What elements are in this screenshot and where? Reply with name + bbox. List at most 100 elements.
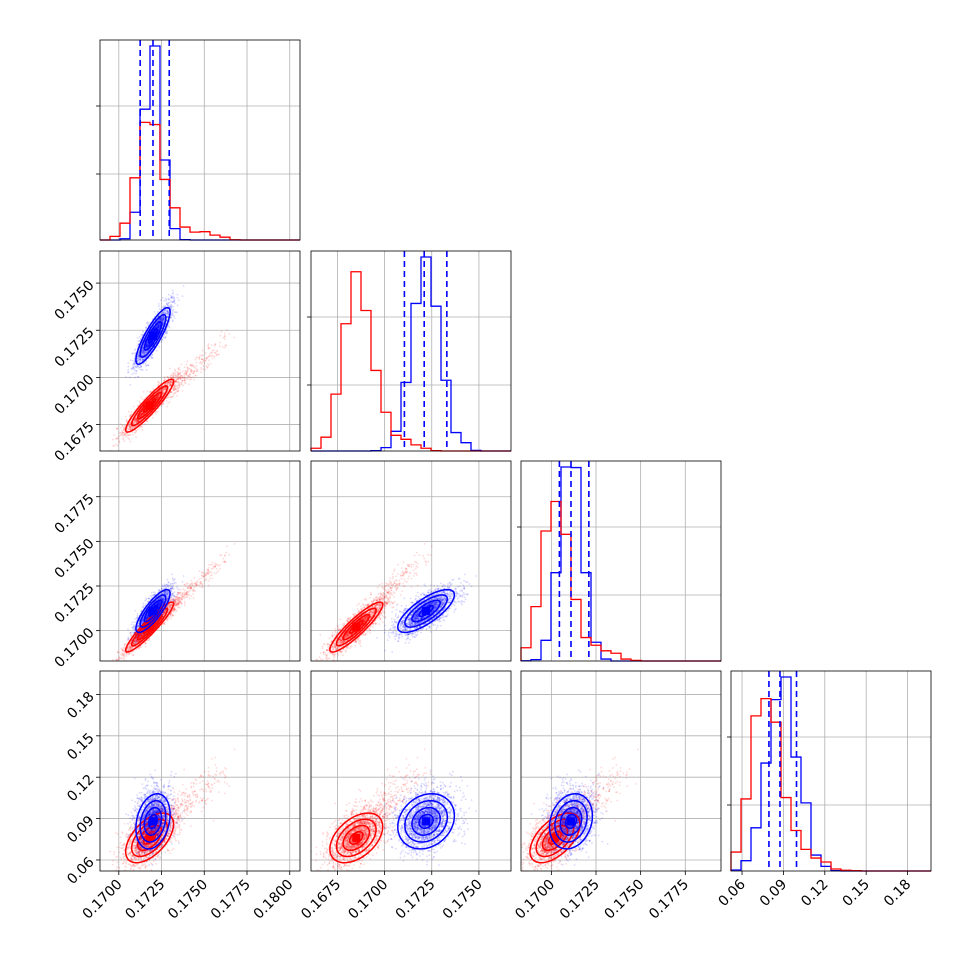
sample-point [122, 429, 125, 432]
sample-point [185, 372, 187, 375]
sample-point [179, 376, 182, 379]
sample-point [133, 418, 136, 421]
sample-point [172, 376, 175, 379]
sample-point [192, 365, 195, 367]
sample-point [220, 330, 223, 333]
sample-point [181, 390, 184, 392]
sample-point [158, 382, 161, 384]
sample-point [138, 416, 141, 419]
sample-point [162, 392, 165, 395]
sample-point [196, 356, 199, 358]
sample-point [209, 577, 211, 580]
sample-point [172, 393, 175, 395]
sample-point [169, 383, 172, 385]
sample-point [136, 337, 139, 339]
sample-point [177, 376, 180, 378]
sample-point [163, 380, 166, 382]
sample-point [209, 354, 212, 357]
sample-point [145, 345, 148, 347]
sample-point [170, 381, 172, 384]
sample-point [206, 366, 209, 369]
sample-point [138, 415, 141, 418]
sample-point [185, 371, 188, 374]
sample-point [162, 310, 165, 313]
sample-point [191, 363, 194, 366]
sample-point [142, 412, 145, 415]
sample-point [161, 319, 164, 322]
sample-point [127, 365, 130, 368]
sample-point [139, 414, 142, 416]
sample-point [186, 366, 189, 369]
sample-point [183, 366, 186, 369]
sample-point [181, 374, 184, 377]
sample-point [137, 340, 139, 342]
sample-point [126, 427, 129, 430]
sample-point [174, 385, 176, 387]
sample-point [177, 384, 180, 386]
sample-point [142, 348, 145, 351]
sample-point [137, 420, 140, 422]
sample-point [155, 325, 158, 328]
sample-point [150, 356, 153, 359]
sample-point [200, 367, 202, 369]
sample-point [142, 351, 145, 354]
sample-point [146, 390, 149, 393]
sample-point [189, 363, 192, 366]
sample-point [178, 383, 181, 386]
sample-point [146, 344, 149, 346]
sample-point [187, 378, 189, 380]
sample-point [146, 324, 149, 326]
sample-point [183, 604, 186, 607]
sample-point [202, 368, 205, 370]
sample-point [143, 350, 146, 353]
sample-point [169, 305, 172, 308]
sample-point [136, 357, 139, 360]
sample-point [171, 301, 174, 304]
sample-point [139, 413, 142, 415]
sample-point [143, 352, 146, 355]
sample-point [163, 333, 166, 336]
sample-point [168, 384, 171, 386]
sample-point [147, 344, 150, 346]
sample-point [177, 378, 179, 380]
sample-point [171, 310, 174, 313]
sample-point [150, 355, 152, 358]
sample-point [165, 311, 167, 314]
sample-point [176, 378, 178, 380]
sample-point [173, 386, 176, 388]
sample-point [159, 324, 161, 327]
sample-point [192, 597, 195, 599]
sample-point [140, 357, 142, 360]
sample-point [157, 325, 160, 328]
sample-point [196, 370, 199, 372]
sample-point [172, 375, 174, 377]
sample-point [173, 374, 175, 376]
sample-point [142, 413, 145, 415]
sample-point [134, 419, 136, 422]
sample-point [179, 377, 182, 380]
sample-point [167, 383, 169, 386]
sample-point [141, 369, 144, 371]
sample-point [129, 440, 132, 443]
sample-point [141, 412, 144, 415]
sample-point [217, 353, 220, 355]
sample-point [172, 377, 175, 380]
sample-point [182, 285, 185, 287]
sample-point [134, 365, 137, 368]
sample-point [137, 376, 140, 378]
sample-point [174, 383, 177, 386]
sample-point [174, 389, 177, 391]
sample-point [122, 431, 125, 434]
sample-point [160, 389, 163, 392]
sample-point [143, 353, 146, 356]
sample-point [125, 432, 128, 435]
sample-point [158, 346, 161, 348]
sample-point [160, 299, 162, 301]
sample-point [126, 434, 129, 437]
sample-point [148, 344, 151, 346]
sample-point [160, 317, 163, 320]
sample-point [146, 345, 149, 347]
sample-point [169, 316, 172, 318]
sample-point [153, 311, 156, 313]
sample-point [123, 434, 126, 436]
